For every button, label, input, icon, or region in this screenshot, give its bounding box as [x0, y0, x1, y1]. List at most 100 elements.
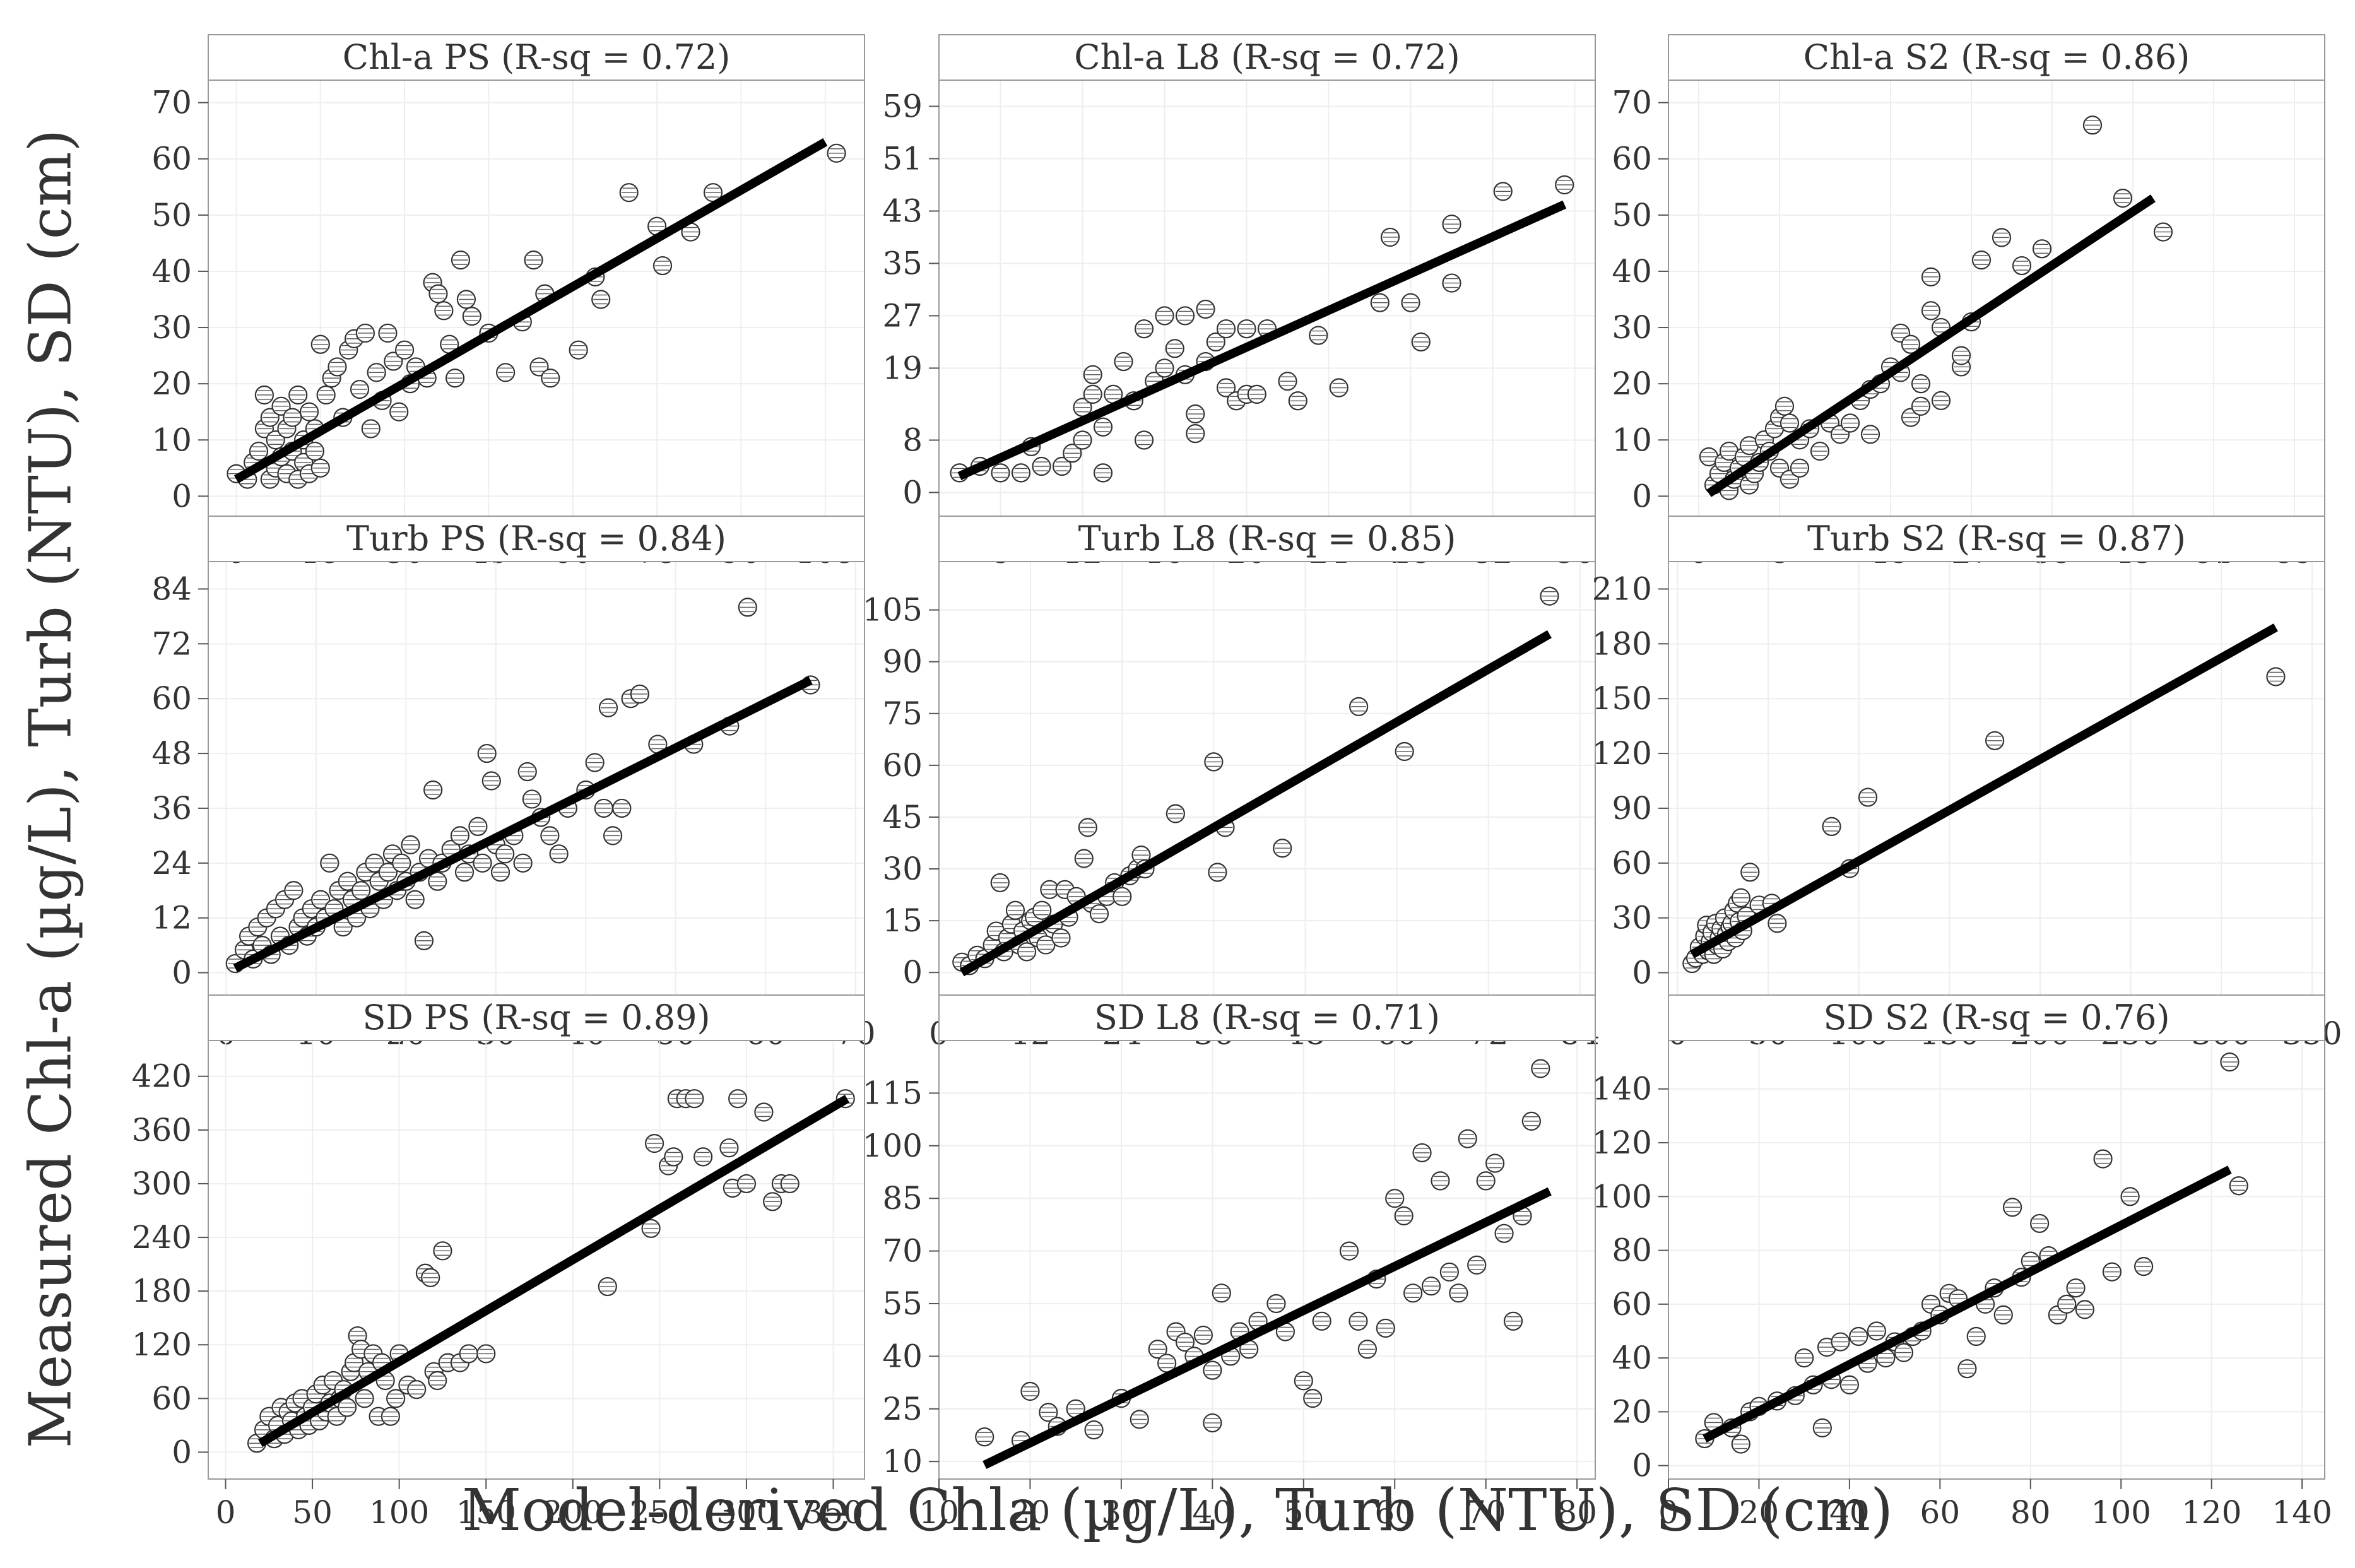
data-point — [594, 798, 613, 818]
data-point — [2229, 1176, 2248, 1196]
x-tick-label: 50 — [292, 1494, 333, 1531]
data-point — [1074, 849, 1094, 868]
fit-line — [959, 630, 1552, 977]
x-tick-label: 30 — [1101, 1494, 1142, 1531]
y-tick-label: 80 — [1612, 1232, 1652, 1269]
y-tick-label: 0 — [172, 955, 192, 991]
y-tick-label: 60 — [151, 141, 192, 177]
x-tick-label: 40 — [1829, 1494, 1870, 1531]
data-point — [477, 743, 497, 763]
data-point — [401, 835, 420, 854]
data-point — [1795, 1348, 1814, 1368]
data-point — [1130, 1410, 1149, 1429]
data-layer — [1699, 115, 2173, 500]
data-point — [1266, 1294, 1286, 1314]
y-tick-label: 10 — [1612, 421, 1652, 458]
data-point — [310, 890, 331, 909]
data-point — [619, 183, 639, 203]
panel-1: Chl-a PS (R-sq = 0.72)015304560759010501… — [151, 34, 865, 570]
data-point — [496, 363, 516, 382]
data-point — [351, 881, 371, 900]
data-point — [395, 340, 415, 360]
data-point — [320, 853, 339, 873]
data-point — [1503, 1311, 1523, 1331]
data-point — [355, 323, 375, 343]
data-point — [407, 1380, 427, 1400]
data-point — [1401, 293, 1420, 312]
data-point — [495, 844, 515, 864]
data-point — [260, 408, 280, 427]
data-point — [338, 1398, 357, 1417]
data-point — [2266, 667, 2286, 687]
data-point — [1780, 413, 1800, 433]
x-tick-label: 120 — [2181, 1494, 2241, 1531]
data-point — [386, 1389, 406, 1408]
data-point — [1394, 1206, 1414, 1226]
data-point — [1494, 1223, 1514, 1243]
data-point — [361, 419, 381, 439]
data-point — [392, 853, 411, 873]
y-tick-label: 70 — [151, 85, 192, 121]
data-point — [1237, 319, 1256, 339]
data-point — [1349, 1311, 1368, 1331]
data-point — [1774, 396, 1795, 416]
data-point — [2113, 189, 2133, 208]
data-point — [719, 1138, 739, 1158]
panel-title: SD L8 (R-sq = 0.71) — [1094, 998, 1440, 1037]
data-point — [389, 402, 409, 421]
fit-line — [257, 1095, 850, 1447]
x-tick-label: 80 — [1557, 1494, 1597, 1531]
y-tick-label: 60 — [1612, 141, 1652, 177]
data-point — [763, 1192, 782, 1211]
data-point — [1303, 1389, 1323, 1408]
data-point — [1357, 1340, 1377, 1359]
data-point — [591, 290, 611, 309]
data-point — [1449, 1283, 1468, 1303]
data-point — [365, 853, 384, 873]
data-point — [1555, 175, 1574, 195]
data-point — [975, 1427, 995, 1447]
data-point — [2012, 256, 2032, 276]
panel-6: Turb S2 (R-sq = 0.87)0501001502002503003… — [1592, 516, 2342, 1052]
panel-title-bar — [208, 34, 865, 81]
data-point — [1186, 404, 1205, 424]
data-point — [569, 340, 588, 360]
data-point — [1020, 1381, 1040, 1401]
y-tick-label: 90 — [882, 644, 923, 680]
y-tick-label: 15 — [882, 902, 923, 939]
panel-title-bar — [938, 34, 1596, 81]
y-tick-label: 100 — [863, 1128, 923, 1164]
data-point — [1309, 326, 1328, 345]
data-point — [1063, 444, 1082, 463]
fit-line — [233, 676, 813, 972]
data-point — [1849, 1326, 1868, 1347]
data-point — [1339, 1241, 1359, 1261]
data-point — [612, 798, 632, 818]
data-layer — [225, 598, 820, 974]
panel-title-bar — [1668, 516, 2325, 562]
x-tick-label: 50 — [1284, 1494, 1324, 1531]
data-point — [991, 463, 1010, 483]
data-point — [2066, 1278, 2086, 1298]
data-point — [1894, 1343, 1914, 1362]
y-tick-label: 180 — [1592, 625, 1652, 662]
fit-line — [1689, 623, 2278, 958]
data-point — [1921, 301, 1941, 321]
data-point — [1540, 586, 1559, 606]
data-point — [585, 753, 605, 772]
x-tick-label: 100 — [2091, 1494, 2151, 1531]
data-point — [1831, 1332, 1850, 1352]
y-tick-label: 120 — [1592, 735, 1652, 772]
y-tick-label: 84 — [151, 570, 192, 607]
y-tick-label: 35 — [882, 245, 923, 281]
y-tick-label: 0 — [902, 475, 923, 511]
y-tick-label: 300 — [132, 1165, 192, 1202]
data-point — [1993, 1305, 2013, 1325]
x-tick-label: 140 — [2272, 1494, 2332, 1531]
panel-title: Turb L8 (R-sq = 0.85) — [1078, 519, 1456, 558]
y-tick-label: 12 — [151, 900, 192, 936]
data-point — [423, 780, 443, 800]
data-point — [1403, 1283, 1423, 1303]
